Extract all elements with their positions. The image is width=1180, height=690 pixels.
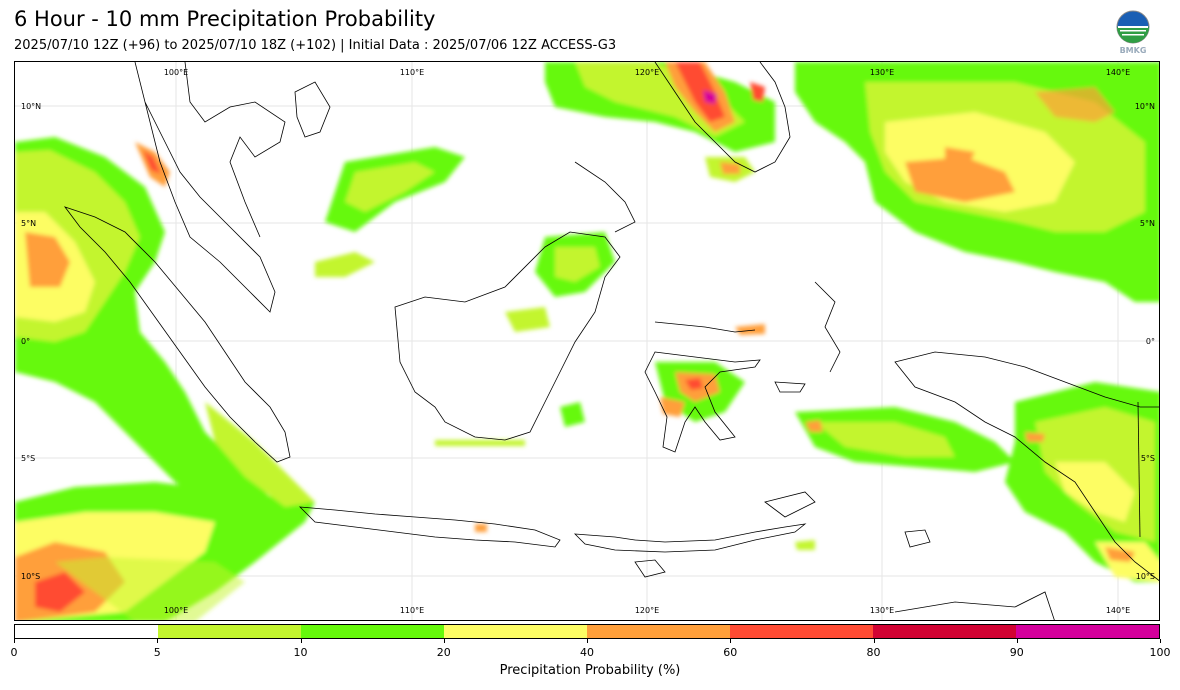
lat-label: 10°S [21,572,40,581]
colorbar-tick-label: 10 [293,646,308,659]
colorbar-tick-label: 90 [1009,646,1024,659]
colorbar-segment [1016,625,1159,638]
colorbar-label: Precipitation Probability (%) [499,663,681,678]
colorbar-tick-label: 0 [10,646,18,659]
colorbar-tick-mark [587,639,588,643]
coastlines [63,62,1159,620]
colorbar-tick-mark [873,639,875,643]
lat-label: 5°N [1140,219,1155,228]
lon-label: 120°E [635,68,659,77]
colorbar-segment [873,625,1016,638]
lon-label: 140°E [1106,606,1130,615]
colorbar-segment [158,625,301,638]
chart-subtitle: 2025/07/10 12Z (+96) to 2025/07/10 18Z (… [14,38,617,53]
colorbar-tick-mark [157,639,159,643]
colorbar-segment [15,625,158,638]
lat-label: 10°S [1136,572,1155,581]
colorbar-segment [587,625,730,638]
colorbar [14,624,1160,639]
colorbar-tick-label: 40 [580,646,594,659]
colorbar-tick-label: 80 [866,646,881,659]
colorbar-tick-label: 100 [1149,646,1171,659]
lat-label: 10°N [21,102,41,111]
logo-text: BMKG [1120,46,1147,55]
colorbar-tick-label: 5 [153,646,161,659]
colorbar-tick-mark [443,639,445,643]
colorbar-segment [301,625,444,638]
colorbar-tick-mark [14,639,15,643]
bmkg-logo: BMKG [1112,10,1154,56]
lon-label: 140°E [1106,68,1130,77]
lon-label: 100°E [164,68,188,77]
lon-labels-bottom: 100°E 110°E 120°E 130°E 140°E [164,606,1130,615]
lon-labels-top: 100°E 110°E 120°E 130°E 140°E [164,68,1130,77]
precipitation-map: 100°E 110°E 120°E 130°E 140°E 100°E 110°… [14,61,1160,621]
lat-label: 5°N [21,219,36,228]
lon-label: 110°E [400,68,424,77]
colorbar-tick-mark [1016,639,1018,643]
colorbar-tick-label: 20 [436,646,451,659]
colorbar-tick-mark [300,639,302,643]
precipitation-field [15,62,1159,620]
colorbar-segment [730,625,873,638]
lon-label: 130°E [870,68,894,77]
lat-labels-left: 10°N 5°N 0° 5°S 10°S [21,102,41,581]
colorbar-tick-label: 60 [723,646,738,659]
lat-label: 5°S [1141,454,1155,463]
lon-label: 120°E [635,606,659,615]
colorbar-tick-mark [730,639,732,643]
lon-label: 110°E [400,606,424,615]
lat-labels-right: 10°N 5°N 0° 5°S 10°S [1135,102,1155,581]
lat-label: 0° [21,337,30,346]
lat-label: 0° [1146,337,1155,346]
lat-label: 10°N [1135,102,1155,111]
lon-label: 100°E [164,606,188,615]
colorbar-tick-mark [1160,639,1161,643]
lat-label: 5°S [21,454,35,463]
lon-label: 130°E [870,606,894,615]
colorbar-segment [444,625,587,638]
chart-title: 6 Hour - 10 mm Precipitation Probability [14,7,436,31]
